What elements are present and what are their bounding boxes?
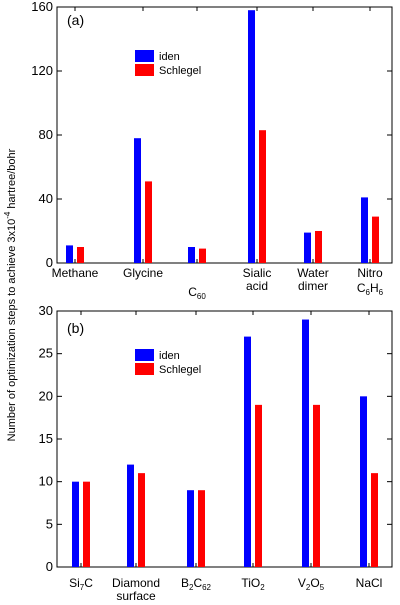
legend-swatch-schlegel: [135, 363, 154, 375]
bar-iden-b2c62: [187, 490, 194, 567]
category-label-nitro-c6h6-line2-part-2: H: [370, 281, 379, 295]
bar-schlegel-water-dimer: [315, 231, 322, 263]
category-label-water-dimer: Water: [297, 266, 329, 280]
bar-iden-water-dimer: [304, 232, 311, 263]
y-axis-label-exponent: -4: [3, 211, 12, 219]
category-label-tio2-part-0: TiO: [241, 576, 260, 590]
bar-iden-diamond-surface: [127, 464, 134, 567]
category-label-c60-part-1: 60: [197, 292, 206, 301]
category-label-tio2-part-1: 2: [260, 583, 265, 592]
category-label-b2c62-part-1: 2: [189, 583, 194, 592]
bar-iden-nacl: [360, 396, 367, 567]
category-label-v2o5-part-3: 5: [320, 583, 325, 592]
category-label-si7c-part-2: C: [84, 576, 93, 590]
category-label-sialic-acid: Sialic: [243, 266, 272, 280]
category-label-nitro-c6h6-line2-part-3: 6: [379, 288, 384, 297]
category-label-methane: Methane: [52, 266, 99, 280]
category-label-diamond-surface: Diamond: [112, 576, 160, 590]
bar-iden-methane: [66, 245, 73, 263]
y-tick-label: 120: [31, 63, 53, 78]
category-label-nacl: NaCl: [356, 576, 383, 590]
bar-iden-nitro-c6h6: [361, 197, 368, 263]
legend-swatch-schlegel: [135, 64, 154, 76]
legend-swatch-iden: [135, 349, 154, 361]
legend-label-schlegel: Schlegel: [159, 364, 201, 376]
category-label-tio2: TiO2: [241, 576, 265, 592]
bar-schlegel-si7c: [83, 481, 90, 567]
y-axis-label-unit: hartree/bohr: [6, 148, 18, 211]
y-tick-label: 40: [39, 191, 53, 206]
category-label-c60-part-0: C: [188, 285, 197, 299]
bar-iden-sialic-acid: [248, 10, 255, 264]
category-label-nitro-c6h6-line2: C6H6: [357, 281, 384, 297]
bar-schlegel-tio2: [255, 404, 262, 567]
category-label-glycine: Glycine: [123, 266, 163, 280]
legend-swatch-iden: [135, 50, 154, 62]
category-label-v2o5: V2O5: [298, 576, 325, 592]
bar-schlegel-b2c62: [198, 490, 205, 567]
bar-iden-v2o5: [302, 319, 309, 567]
y-tick-label: 5: [46, 516, 53, 531]
plot-frame-b: [56, 310, 393, 568]
bar-iden-glycine: [134, 138, 141, 263]
category-label-nitro-c6h6: Nitro: [357, 266, 383, 280]
bar-schlegel-nitro-c6h6: [372, 216, 379, 263]
y-tick-label: 15: [39, 431, 53, 446]
category-label-nitro-c6h6-line2-part-0: C: [357, 281, 366, 295]
y-tick-label: 20: [39, 388, 53, 403]
category-label-b2c62: B2C62: [181, 576, 212, 592]
bar-iden-c60: [188, 247, 195, 263]
y-tick-label: 10: [39, 474, 53, 489]
category-label-b2c62-part-3: 62: [202, 583, 211, 592]
bar-schlegel-v2o5: [313, 404, 320, 567]
panel-tag: (b): [67, 320, 84, 336]
y-axis-label: Number of optimization steps to achieve …: [3, 148, 18, 441]
category-label-si7c-part-0: Si: [69, 576, 80, 590]
y-tick-label: 0: [46, 255, 53, 270]
category-label-v2o5-part-2: O: [310, 576, 319, 590]
category-label-b2c62-part-2: C: [193, 576, 202, 590]
panel-tag: (a): [67, 12, 84, 28]
category-label-sialic-acid-line2: acid: [246, 279, 268, 293]
category-label-water-dimer-line2: dimer: [298, 279, 328, 293]
bar-iden-tio2: [244, 336, 251, 567]
bar-schlegel-c60: [199, 248, 206, 263]
legend-label-iden: iden: [159, 350, 180, 362]
bar-schlegel-sialic-acid: [259, 130, 266, 263]
y-axis-label-main: Number of optimization steps to achieve …: [6, 219, 18, 442]
category-label-si7c-part-1: 7: [80, 583, 85, 592]
category-label-v2o5-part-0: V: [298, 576, 306, 590]
plot-frame-a: [56, 6, 393, 264]
legend-label-schlegel: Schlegel: [159, 65, 201, 77]
bar-schlegel-methane: [77, 247, 84, 263]
bar-schlegel-nacl: [371, 473, 378, 567]
y-tick-label: 25: [39, 346, 53, 361]
y-tick-label: 80: [39, 127, 53, 142]
category-label-si7c: Si7C: [69, 576, 93, 592]
category-label-diamond-surface-line2: surface: [116, 589, 156, 603]
category-label-nitro-c6h6-line2-part-1: 6: [366, 288, 371, 297]
category-label-c60: C60: [188, 285, 206, 301]
y-tick-label: 160: [31, 0, 53, 14]
bar-schlegel-diamond-surface: [138, 473, 145, 567]
category-label-b2c62-part-0: B: [181, 576, 189, 590]
legend-label-iden: iden: [159, 51, 180, 63]
bar-schlegel-glycine: [145, 181, 152, 263]
category-label-v2o5-part-1: 2: [306, 583, 311, 592]
y-tick-label: 0: [46, 559, 53, 574]
bar-iden-si7c: [72, 481, 79, 567]
y-tick-label: 30: [39, 303, 53, 318]
